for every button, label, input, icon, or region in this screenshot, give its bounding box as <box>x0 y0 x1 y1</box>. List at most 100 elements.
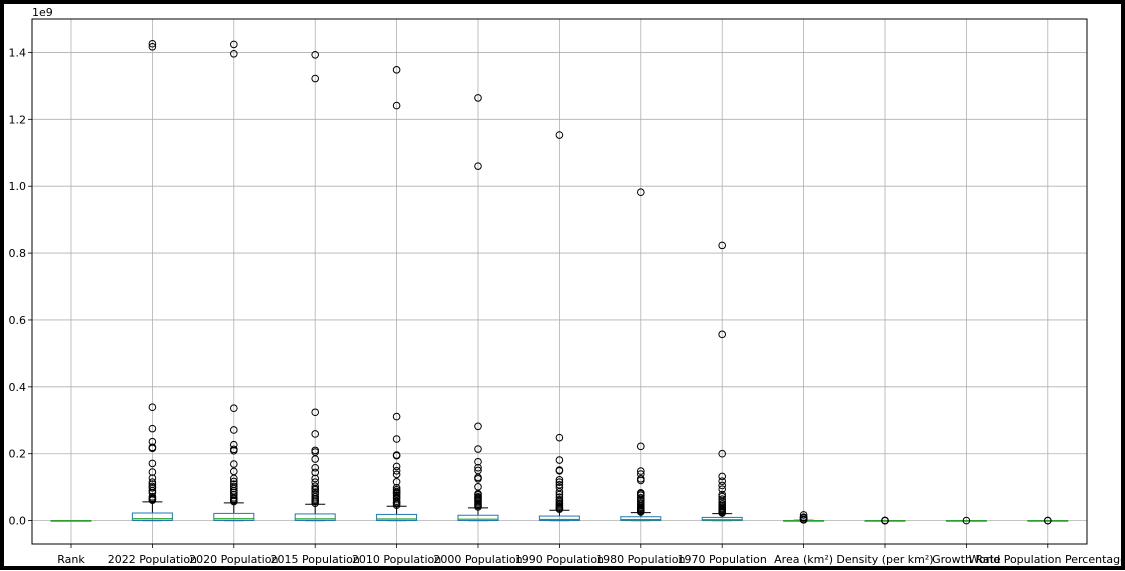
outlier-point <box>230 426 238 434</box>
box-group <box>294 50 336 522</box>
outlier-point <box>881 516 889 525</box>
outlier-point <box>148 478 157 486</box>
outlier-point <box>311 455 320 463</box>
outlier-point <box>637 188 645 197</box>
outlier-point <box>311 50 320 59</box>
box <box>294 513 336 521</box>
outlier-point <box>718 472 727 481</box>
box-group <box>620 188 662 522</box>
outlier-point <box>799 511 808 519</box>
outlier-point <box>392 470 401 479</box>
outlier-point <box>148 496 157 504</box>
outlier-point <box>474 422 482 431</box>
box-group <box>457 94 499 522</box>
outlier-point <box>392 501 401 510</box>
outlier-point <box>1044 516 1052 525</box>
outlier-point <box>148 39 157 48</box>
box-group <box>213 40 255 522</box>
y-tick-label: 1.4 <box>9 46 27 59</box>
box <box>457 514 499 521</box>
box-group <box>1027 516 1069 525</box>
outlier-point <box>392 412 401 421</box>
boxes <box>50 39 1069 525</box>
box-group <box>538 131 580 522</box>
outlier-point <box>148 403 157 412</box>
x-tick-label: 1990 Population <box>515 553 604 566</box>
box <box>131 512 173 521</box>
x-tick-label: 2000 Population <box>433 553 522 566</box>
outlier-point <box>718 449 727 458</box>
box-group <box>376 66 418 522</box>
y-tick-label: 1.0 <box>9 180 27 193</box>
y-tick-label: 0.4 <box>9 381 27 394</box>
x-tick-label: 1970 Population <box>678 553 767 566</box>
outlier-point <box>230 440 238 449</box>
x-tick-label: 2022 Population <box>108 553 197 566</box>
outlier-point <box>555 478 564 486</box>
box-group <box>864 516 906 525</box>
box-group <box>945 516 987 525</box>
outlier-point <box>474 474 482 483</box>
outlier-point <box>392 101 401 110</box>
outlier-point <box>230 40 238 49</box>
x-tick-label: Density (per km²) <box>836 553 933 566</box>
y-tick-label: 0.0 <box>9 515 27 528</box>
box-group <box>50 519 92 522</box>
outlier-point <box>474 463 482 472</box>
outlier-point <box>148 474 157 482</box>
grid <box>32 19 1087 544</box>
outlier-point <box>148 42 157 51</box>
outlier-point <box>555 456 564 464</box>
outlier-point <box>148 468 157 476</box>
box <box>620 516 662 522</box>
outlier-point <box>230 404 238 413</box>
outlier-point <box>555 475 564 484</box>
outlier-point <box>718 477 727 485</box>
outlier-point <box>962 516 971 525</box>
outlier-point <box>637 467 645 475</box>
outlier-point <box>555 505 564 514</box>
x-tick-label: Area (km²) <box>774 553 833 566</box>
outlier-point <box>148 459 157 468</box>
outlier-point <box>555 493 564 501</box>
outlier-point <box>311 474 320 483</box>
outlier-point <box>799 516 808 524</box>
outlier-point <box>311 499 320 508</box>
box-group <box>701 241 743 522</box>
box <box>701 516 743 522</box>
outlier-point <box>230 497 238 506</box>
outlier-point <box>637 476 645 485</box>
x-tick-label: 1980 Population <box>596 553 685 566</box>
outlier-point <box>311 430 320 438</box>
outlier-point <box>637 442 645 451</box>
outlier-point <box>392 462 401 471</box>
y-tick-label: 0.6 <box>9 314 27 327</box>
box <box>538 515 580 522</box>
outlier-point <box>474 94 482 102</box>
box <box>213 512 255 521</box>
x-tick-label: 2015 Population <box>271 553 360 566</box>
outlier-point <box>311 408 320 417</box>
outlier-point <box>311 482 320 490</box>
outlier-point <box>311 463 320 472</box>
x-tick-label: World Population Percentage <box>969 553 1121 566</box>
outlier-point <box>392 435 401 443</box>
y-tick-label: 0.2 <box>9 448 27 461</box>
outlier-point <box>148 424 157 433</box>
x-tick-label: 2020 Population <box>189 553 278 566</box>
y-tick-label: 0.8 <box>9 247 27 260</box>
outlier-point <box>392 451 401 460</box>
outlier-point <box>718 330 727 339</box>
outlier-point <box>148 444 157 453</box>
box-plot-chart: 0.0 0.2 0.4 0.6 0.8 1.0 1.2 1.4 Rank 2022 Populat… <box>9 6 1125 566</box>
outlier-point <box>230 446 238 455</box>
outlier-point <box>311 74 320 83</box>
outlier-point <box>718 492 727 501</box>
outlier-point <box>392 484 401 492</box>
x-tick-label: 2010 Population <box>352 553 441 566</box>
outlier-point <box>148 484 157 492</box>
outlier-point <box>230 482 238 491</box>
outlier-point <box>637 491 645 499</box>
outlier-point <box>230 460 238 468</box>
outlier-point <box>474 503 482 511</box>
